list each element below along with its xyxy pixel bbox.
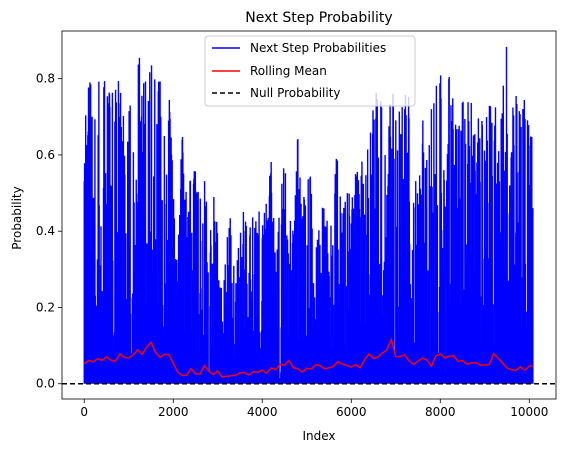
y-tick-label: 0.2 [36,300,55,314]
series-rolling-mean [83,337,533,378]
x-tick-label: 8000 [425,405,456,419]
series-next-step-probabilities [83,46,534,384]
plot-area [62,46,556,385]
legend-label-rolling-mean: Rolling Mean [250,64,327,78]
chart-title: Next Step Probability [245,10,392,26]
x-axis-label: Index [302,429,335,443]
x-tick-label: 4000 [247,405,278,419]
axes-frame [61,30,557,400]
y-tick-label: 0.8 [36,72,55,86]
legend: Next Step Probabilities Rolling Mean Nul… [204,35,416,107]
legend-label-null: Null Probability [250,86,341,100]
legend-box [204,35,416,107]
y-axis: 0.0 0.2 0.4 0.6 0.8 [36,72,62,391]
y-tick-label: 0.0 [36,377,55,391]
y-tick-label: 0.4 [36,224,55,238]
x-tick-label: 2000 [158,405,189,419]
x-tick-label: 10000 [510,405,548,419]
x-axis: 0 2000 4000 6000 8000 10000 [80,399,548,419]
x-tick-label: 0 [80,405,88,419]
x-tick-label: 6000 [336,405,367,419]
legend-label-probabilities: Next Step Probabilities [250,41,386,55]
y-tick-label: 0.6 [36,148,55,162]
y-axis-label: Probability [10,186,24,249]
